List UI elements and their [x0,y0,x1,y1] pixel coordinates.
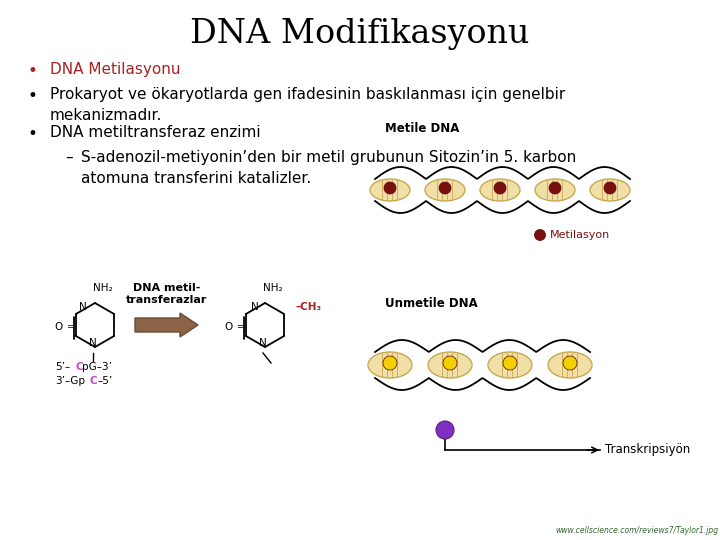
Text: S-adenozil-metiyonin’den bir metil grubunun Sitozin’in 5. karbon
atomuna transfe: S-adenozil-metiyonin’den bir metil grubu… [81,150,576,186]
Circle shape [549,182,561,194]
Text: N: N [251,302,259,312]
Ellipse shape [368,352,412,378]
Text: pG–3’: pG–3’ [82,362,112,372]
Circle shape [436,421,454,439]
Circle shape [503,356,517,370]
Text: O: O [55,322,63,332]
Text: Transkripsiyön: Transkripsiyön [605,443,690,456]
Text: O: O [225,322,233,332]
Text: NH₂: NH₂ [264,283,283,293]
Text: DNA Modifikasyonu: DNA Modifikasyonu [190,18,530,50]
Text: www.cellscience.com/reviews7/Taylor1.jpg: www.cellscience.com/reviews7/Taylor1.jpg [555,526,718,535]
Text: Metilasyon: Metilasyon [550,230,611,240]
Text: C: C [75,362,83,372]
Ellipse shape [425,179,465,201]
Text: =: = [66,322,73,332]
Text: Unmetile DNA: Unmetile DNA [385,297,478,310]
Circle shape [563,356,577,370]
Text: NH₂: NH₂ [93,283,113,293]
Ellipse shape [480,179,520,201]
Circle shape [443,356,457,370]
Text: =: = [236,322,243,332]
Circle shape [384,182,396,194]
Ellipse shape [548,352,592,378]
Text: •: • [28,62,38,80]
Text: •: • [28,87,38,105]
Circle shape [534,230,546,240]
Text: –: – [65,150,73,165]
Text: DNA Metilasyonu: DNA Metilasyonu [50,62,181,77]
Ellipse shape [428,352,472,378]
Text: Metile DNA: Metile DNA [385,122,459,135]
Text: –5’: –5’ [97,376,112,386]
Text: DNA metil-
transferazlar: DNA metil- transferazlar [126,282,207,305]
Circle shape [383,356,397,370]
Ellipse shape [370,179,410,201]
Text: Prokaryot ve ökaryotlarda gen ifadesinin baskılanması için genelbir
mekanizmadır: Prokaryot ve ökaryotlarda gen ifadesinin… [50,87,565,123]
Circle shape [439,182,451,194]
Text: C: C [90,376,98,386]
Ellipse shape [590,179,630,201]
FancyArrow shape [135,313,198,337]
Text: DNA metiltransferaz enzimi: DNA metiltransferaz enzimi [50,125,261,140]
Text: 3’–Gp: 3’–Gp [55,376,85,386]
Circle shape [604,182,616,194]
Text: N: N [259,338,267,348]
Text: N: N [89,338,97,348]
Ellipse shape [535,179,575,201]
Text: 5’–: 5’– [55,362,71,372]
Text: •: • [28,125,38,143]
Text: –CH₃: –CH₃ [295,302,321,312]
Ellipse shape [488,352,532,378]
Text: N: N [79,302,87,312]
Circle shape [494,182,506,194]
